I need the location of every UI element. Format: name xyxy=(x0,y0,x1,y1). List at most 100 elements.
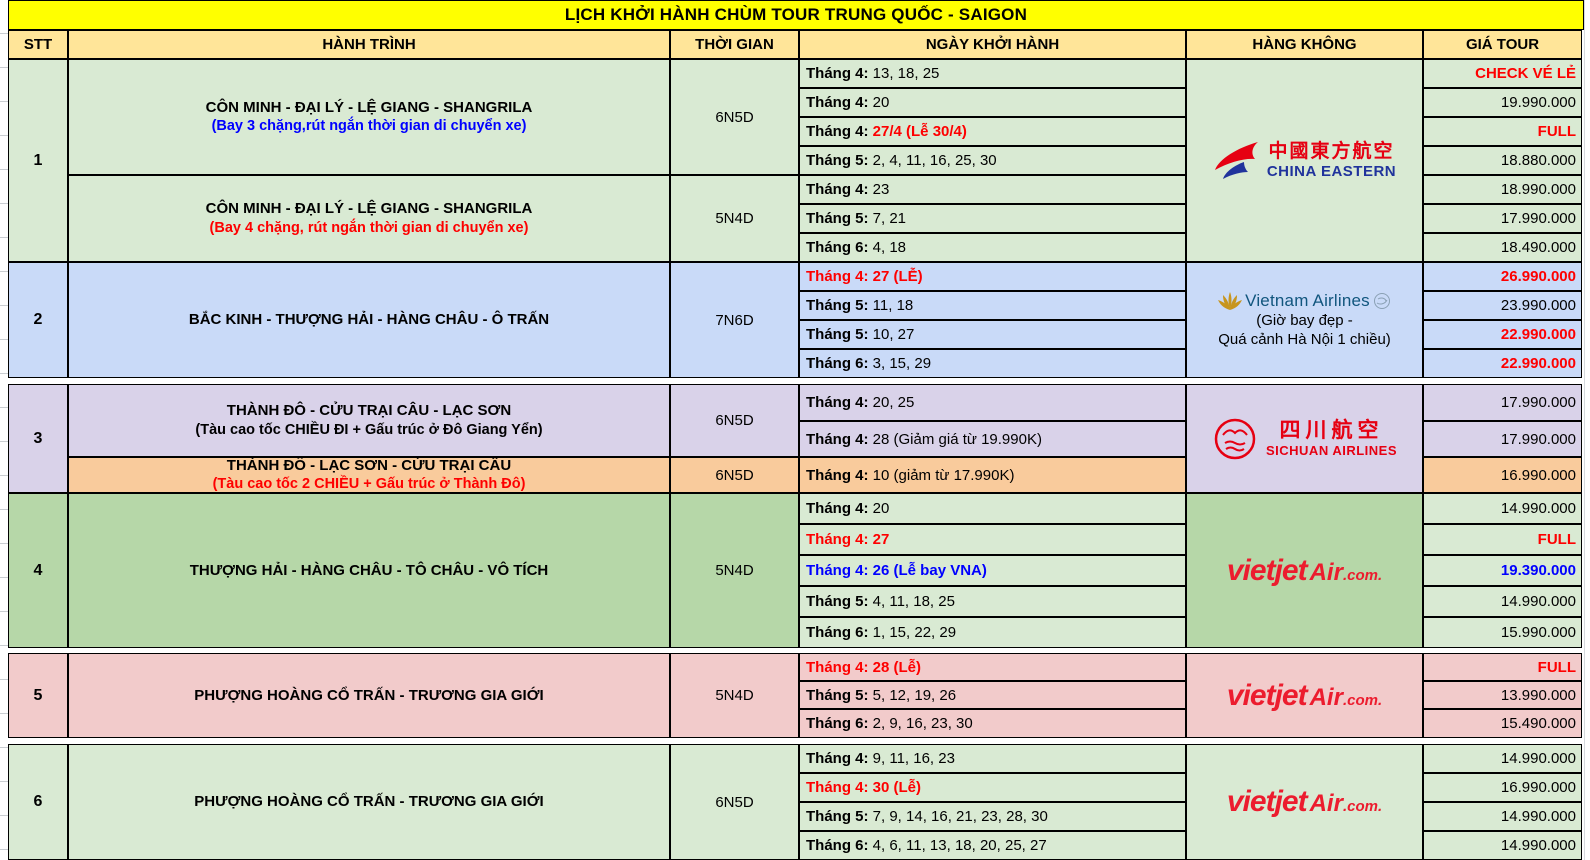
price-value: 14.990.000 xyxy=(1500,750,1576,767)
section-separator xyxy=(8,648,1584,653)
date-month-label: Tháng 4: xyxy=(806,750,869,767)
vietjet-logo-word: vietjet xyxy=(1226,785,1308,818)
route-cell: BẮC KINH - THƯỢNG HẢI - HÀNG CHÂU - Ô TR… xyxy=(68,262,670,378)
date-month-label: Tháng 6: xyxy=(806,837,869,854)
sichuan-airlines-logo-icon xyxy=(1214,418,1256,459)
price-cell: 22.990.000 xyxy=(1423,320,1582,349)
price-value: FULL xyxy=(1537,123,1576,140)
price-cell: 16.990.000 xyxy=(1423,773,1582,802)
date-month-label: Tháng 6: xyxy=(806,355,869,372)
duration-cell: 7N6D xyxy=(670,262,799,378)
price-cell: CHECK VÉ LẺ xyxy=(1423,59,1582,88)
airline-cell-vietjet: vietjet Air .com. xyxy=(1186,653,1423,738)
price-value: 18.490.000 xyxy=(1500,239,1576,256)
route-cell: THÀNH ĐÔ - LẠC SƠN - CỬU TRẠI CÂU (Tàu c… xyxy=(68,457,670,493)
price-value: 17.990.000 xyxy=(1500,210,1576,227)
column-header-hanh-trinh: HÀNH TRÌNH xyxy=(68,30,670,59)
departure-date-cell: Tháng 5: 7, 9, 14, 16, 21, 23, 28, 30 xyxy=(799,802,1186,831)
date-days: 20 xyxy=(868,500,890,517)
date-month-label: Tháng 4: xyxy=(806,430,869,448)
route-title: THÀNH ĐÔ - LẠC SƠN - CỬU TRẠI CÂU xyxy=(226,457,512,474)
vietnam-airlines-globe-icon xyxy=(1373,292,1390,309)
date-month-label: Tháng 6: xyxy=(806,715,869,732)
departure-date-cell: Tháng 5: 11, 18 xyxy=(799,291,1186,320)
route-title: PHƯỢNG HOÀNG CỔ TRẤN - TRƯƠNG GIA GIỚI xyxy=(194,793,544,811)
date-days: 20, 25 xyxy=(868,394,915,411)
date-days: 9, 11, 16, 23 xyxy=(868,750,955,767)
price-cell: 26.990.000 xyxy=(1423,262,1582,291)
date-days: 3, 15, 29 xyxy=(868,355,932,372)
departure-date-cell: Tháng 4: 28 (Giảm giá từ 19.990K) xyxy=(799,421,1186,457)
sichuan-airlines-cjk-name: 四川航空 xyxy=(1279,418,1384,442)
departure-date-cell: Tháng 4: 9, 11, 16, 23 xyxy=(799,744,1186,773)
section-separator xyxy=(8,738,1584,744)
price-value: 14.990.000 xyxy=(1500,500,1576,517)
column-header-thoi-gian: THỜI GIAN xyxy=(670,30,799,59)
vietjet-logo-air: Air xyxy=(1309,790,1343,817)
price-value: 18.990.000 xyxy=(1500,181,1576,198)
china-eastern-logo-icon xyxy=(1214,141,1258,179)
vietjet-logo-word: vietjet xyxy=(1226,553,1308,587)
route-cell: THƯỢNG HẢI - HÀNG CHÂU - TÔ CHÂU - VÔ TÍ… xyxy=(68,493,670,648)
stt-cell: 4 xyxy=(8,493,68,648)
departure-date-cell: Tháng 6: 1, 15, 22, 29 xyxy=(799,617,1186,648)
vietnam-airlines-name: Vietnam Airlines xyxy=(1245,290,1370,310)
price-value: CHECK VÉ LẺ xyxy=(1475,65,1576,82)
date-month-label: Tháng 5: xyxy=(806,297,869,314)
price-value: FULL xyxy=(1537,658,1576,676)
duration-cell: 6N5D xyxy=(670,457,799,493)
duration-cell: 6N5D xyxy=(670,384,799,457)
price-value: 23.990.000 xyxy=(1500,297,1576,314)
duration-cell: 6N5D xyxy=(670,744,799,860)
departure-date-cell: Tháng 4: 20, 25 xyxy=(799,384,1186,421)
vietjet-logo-word: vietjet xyxy=(1226,678,1308,712)
route-cell: PHƯỢNG HOÀNG CỔ TRẤN - TRƯƠNG GIA GIỚI xyxy=(68,744,670,860)
price-cell: 17.990.000 xyxy=(1423,384,1582,421)
price-cell: 17.990.000 xyxy=(1423,421,1582,457)
tour-section-1: 1 CÔN MINH - ĐẠI LÝ - LỆ GIANG - SHANGRI… xyxy=(8,59,1584,262)
china-eastern-name: CHINA EASTERN xyxy=(1266,162,1397,180)
airline-cell-sichuan-airlines: 四川航空 SICHUAN AIRLINES xyxy=(1186,384,1423,493)
duration-cell: 5N4D xyxy=(670,653,799,738)
departure-date-cell: Tháng 4: 27 (LỄ) xyxy=(799,262,1186,291)
departure-date-cell: Tháng 6: 2, 9, 16, 23, 30 xyxy=(799,709,1186,738)
date-days: 4, 6, 11, 13, 18, 20, 25, 27 xyxy=(868,837,1047,854)
date-month-label: Tháng 4: xyxy=(806,779,869,796)
route-cell: THÀNH ĐÔ - CỬU TRẠI CÂU - LẠC SƠN (Tàu c… xyxy=(68,384,670,457)
date-days: 2, 9, 16, 23, 30 xyxy=(868,715,973,732)
price-value: 17.990.000 xyxy=(1500,430,1576,448)
date-days: 4, 11, 18, 25 xyxy=(868,593,955,610)
route-title: CÔN MINH - ĐẠI LÝ - LỆ GIANG - SHANGRILA xyxy=(205,200,533,218)
route-note: (Tàu cao tốc 2 CHIỀU + Gấu trúc ở Thành … xyxy=(212,476,526,493)
date-days: 27/4 (Lễ 30/4) xyxy=(868,123,967,140)
route-title: PHƯỢNG HOÀNG CỔ TRẤN - TRƯƠNG GIA GIỚI xyxy=(194,686,544,704)
date-month-label: Tháng 5: xyxy=(806,593,869,610)
tour-section-4: 4 THƯỢNG HẢI - HÀNG CHÂU - TÔ CHÂU - VÔ … xyxy=(8,493,1584,648)
airline-note-line2: Quá cảnh Hà Nội 1 chiều) xyxy=(1218,331,1391,348)
price-cell: 17.990.000 xyxy=(1423,204,1582,233)
column-header-stt: STT xyxy=(8,30,68,59)
departure-date-cell: Tháng 4: 20 xyxy=(799,493,1186,524)
column-header-ngay-khoi-hanh: NGÀY KHỞI HÀNH xyxy=(799,30,1186,59)
stt-cell: 2 xyxy=(8,262,68,378)
route-title: BẮC KINH - THƯỢNG HẢI - HÀNG CHÂU - Ô TR… xyxy=(188,311,550,329)
vietjet-logo-com: .com. xyxy=(1342,566,1383,584)
departure-date-cell: Tháng 5: 10, 27 xyxy=(799,320,1186,349)
stt-cell: 1 xyxy=(8,59,68,262)
departure-date-cell: Tháng 4: 20 xyxy=(799,88,1186,117)
tour-section-5: 5 PHƯỢNG HOÀNG CỔ TRẤN - TRƯƠNG GIA GIỚI… xyxy=(8,653,1584,738)
tour-section-3: 3 THÀNH ĐÔ - CỬU TRẠI CÂU - LẠC SƠN (Tàu… xyxy=(8,384,1584,493)
date-days: 1, 15, 22, 29 xyxy=(868,624,957,641)
departure-date-cell: Tháng 6: 3, 15, 29 xyxy=(799,349,1186,378)
date-month-label: Tháng 4: xyxy=(806,268,869,285)
price-cell: 15.490.000 xyxy=(1423,709,1582,738)
departure-date-cell: Tháng 5: 2, 4, 11, 16, 25, 30 xyxy=(799,146,1186,175)
header-row: STT HÀNH TRÌNH THỜI GIAN NGÀY KHỞI HÀNH … xyxy=(8,30,1584,59)
price-value: 26.990.000 xyxy=(1500,268,1576,285)
airline-cell-vietnam-airlines: Vietnam Airlines (Giờ bay đẹp - Quá cảnh… xyxy=(1186,262,1423,378)
departure-date-cell: Tháng 6: 4, 6, 11, 13, 18, 20, 25, 27 xyxy=(799,831,1186,860)
departure-date-cell: Tháng 4: 28 (Lễ) xyxy=(799,653,1186,681)
route-note: (Bay 3 chặng,rút ngắn thời gian di chuyể… xyxy=(211,118,527,135)
date-month-label: Tháng 6: xyxy=(806,624,869,641)
vietjet-logo-air: Air xyxy=(1309,683,1343,711)
